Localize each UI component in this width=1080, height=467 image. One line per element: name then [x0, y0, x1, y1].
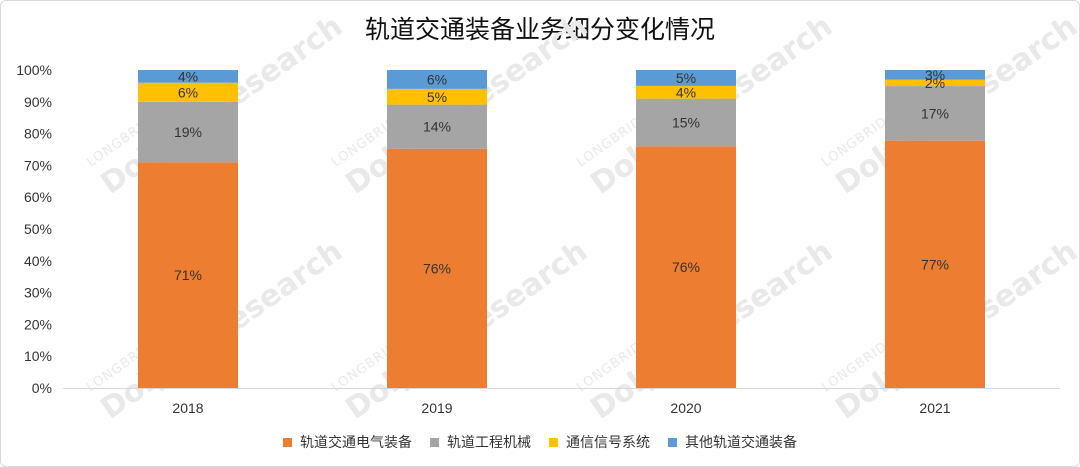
bar-segment: [138, 70, 238, 83]
legend-label: 轨道工程机械: [447, 435, 531, 451]
data-label: 71%: [174, 267, 202, 283]
y-tick-label: 60%: [24, 189, 52, 205]
legend-item: 其他轨道交通装备: [668, 432, 797, 452]
axis-layer: 0% 10% 20% 30% 40% 50% 60% 70% 80% 90% 100% 2018 201…: [16, 62, 1060, 416]
bar-segment: [138, 162, 238, 388]
y-tick-label: 30%: [24, 285, 52, 301]
legend-item: 轨道交通电气装备: [283, 432, 412, 452]
data-label: 5%: [676, 70, 696, 86]
bar-segment: [138, 82, 238, 102]
legend-swatch: [549, 437, 558, 447]
data-label: 15%: [672, 114, 700, 130]
legend-swatch: [430, 437, 439, 447]
y-tick-label: 0%: [32, 380, 52, 396]
y-tick-label: 90%: [24, 94, 52, 110]
legend-label: 轨道交通电气装备: [300, 435, 412, 451]
bar-segment: [387, 88, 487, 105]
chart-title: 轨道交通装备业务细分变化情况: [364, 15, 715, 44]
legend-label: 其他轨道交通装备: [685, 435, 797, 451]
x-tick-label: 2020: [670, 400, 701, 416]
y-tick-label: 80%: [24, 126, 52, 142]
bar-segment: [885, 79, 985, 87]
bar-segment: [387, 148, 487, 388]
bar-segment: [636, 98, 736, 147]
y-tick-label: 50%: [24, 221, 52, 237]
data-label: 2%: [925, 75, 945, 91]
bar-segment: [636, 146, 736, 388]
data-label: 5%: [427, 89, 447, 105]
legend-swatch: [668, 437, 677, 447]
bar-segment: [387, 70, 487, 89]
data-label: 19%: [174, 124, 202, 140]
bar-segment: [636, 70, 736, 86]
data-label: 17%: [921, 105, 949, 121]
y-tick-label: 40%: [24, 253, 52, 269]
data-label: 6%: [427, 71, 447, 87]
bars-layer: [138, 70, 985, 388]
data-labels-layer: 71%19%6%4%76%14%5%6%76%15%4%5%77%17%2%3%: [174, 67, 949, 283]
data-label: 3%: [925, 67, 945, 83]
legend-item: 通信信号系统: [549, 432, 650, 452]
data-label: 6%: [178, 84, 198, 100]
data-label: 76%: [423, 260, 451, 276]
y-tick-label: 20%: [24, 316, 52, 332]
bar-segment: [387, 104, 487, 149]
bar-segment: [885, 86, 985, 141]
bar-segment: [636, 85, 736, 99]
legend-item: 轨道工程机械: [430, 432, 531, 452]
data-label: 4%: [178, 68, 198, 84]
data-label: 4%: [676, 84, 696, 100]
legend-label: 通信信号系统: [566, 435, 650, 451]
bar-segment: [885, 140, 985, 388]
y-tick-label: 70%: [24, 157, 52, 173]
x-tick-label: 2018: [172, 400, 203, 416]
data-label: 76%: [672, 259, 700, 275]
y-tick-label: 100%: [16, 62, 52, 78]
data-label: 77%: [921, 256, 949, 272]
bar-segment: [885, 70, 985, 80]
y-tick-label: 10%: [24, 348, 52, 364]
x-tick-label: 2019: [421, 400, 452, 416]
x-tick-label: 2021: [919, 400, 950, 416]
bar-segment: [138, 101, 238, 163]
data-label: 14%: [423, 119, 451, 135]
chart-legend: 轨道交通电气装备 轨道工程机械 通信信号系统 其他轨道交通装备: [0, 432, 1080, 452]
legend-swatch: [283, 437, 292, 447]
